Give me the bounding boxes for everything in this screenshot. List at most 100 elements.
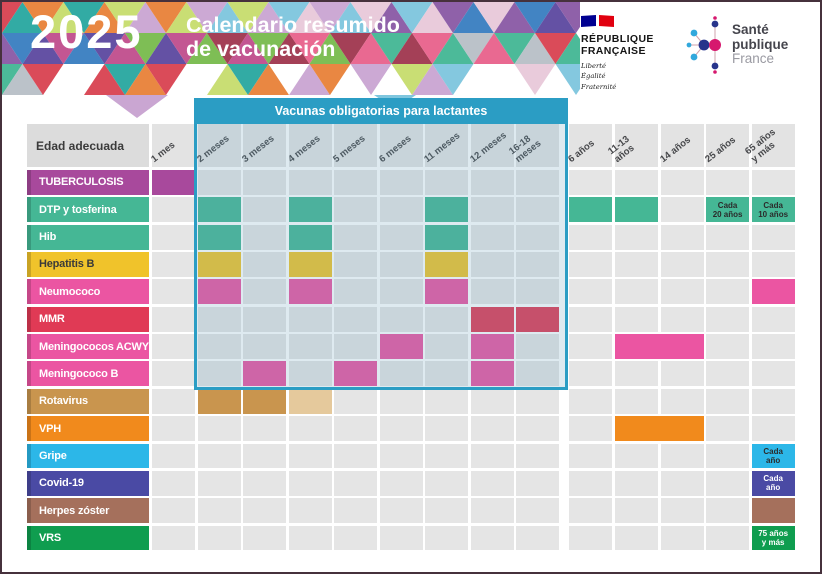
grid-cell	[516, 334, 560, 359]
grid-cell	[569, 416, 613, 442]
age-header-cell	[615, 124, 658, 167]
vaccine-mark-meningococos-acwy	[470, 334, 514, 359]
grid-cell	[243, 525, 287, 551]
row-label-tuberculosis: TUBERCULOSIS	[27, 170, 149, 195]
grid-cell	[660, 361, 704, 387]
grid-cell	[660, 224, 704, 250]
grid-cell	[334, 306, 378, 332]
grid-cell	[425, 306, 469, 332]
grid-cell	[751, 252, 795, 277]
grid-cell	[152, 306, 195, 332]
spf-line3: France	[732, 51, 775, 67]
row-label-meningococo-b: Meningococo B	[27, 361, 149, 387]
vaccine-mark-neumococo	[425, 279, 469, 305]
grid-cell	[615, 224, 658, 250]
grid-cell	[615, 170, 658, 195]
grid-cell	[334, 224, 378, 250]
grid-cell	[288, 416, 332, 442]
grid-cell	[379, 252, 423, 277]
vaccine-mark-hepatitis-b	[288, 252, 332, 277]
spf-network-icon	[686, 16, 721, 74]
grid-cell	[243, 252, 287, 277]
grid-cell	[615, 498, 658, 524]
grid-cell	[243, 334, 287, 359]
sante-publique-france-logo: Santé publique France	[684, 16, 788, 74]
grid-cell	[751, 224, 795, 250]
grid-cell	[379, 361, 423, 387]
grid-cell	[425, 361, 469, 387]
age-header-cell	[152, 124, 195, 167]
grid-cell	[569, 470, 613, 496]
age-header-cell	[425, 124, 469, 167]
grid-cell	[516, 388, 560, 414]
age-header-cell	[470, 124, 514, 167]
grid-cell	[197, 470, 241, 496]
rf-name-line1: RÉPUBLIQUE	[581, 33, 654, 45]
row-label-herpes-z-ster: Herpes zóster	[27, 498, 149, 524]
grid-cell	[288, 443, 332, 469]
age-header-cell	[706, 124, 750, 167]
grid-cell	[660, 443, 704, 469]
grid-cell	[152, 470, 195, 496]
grid-cell	[569, 279, 613, 305]
row-label-covid-19: Covid-19	[27, 470, 149, 496]
age-header-cell	[197, 124, 241, 167]
grid-cell	[516, 443, 560, 469]
grid-cell	[470, 252, 514, 277]
grid-cell	[243, 416, 287, 442]
grid-cell	[569, 525, 613, 551]
age-header-cell	[379, 124, 423, 167]
grid-cell	[379, 306, 423, 332]
vaccine-mark-hepatitis-b	[197, 252, 241, 277]
grid-cell	[243, 498, 287, 524]
grid-cell	[516, 197, 560, 223]
grid-cell	[751, 388, 795, 414]
grid-cell	[751, 306, 795, 332]
vaccine-mark-hib	[197, 224, 241, 250]
vaccine-mark-neumococo	[197, 279, 241, 305]
grid-cell	[197, 334, 241, 359]
row-label-vrs: VRS	[27, 525, 149, 551]
vaccine-mark-meningococo-b	[243, 361, 287, 387]
vaccine-mark-hib	[425, 224, 469, 250]
row-label-mmr: MMR	[27, 306, 149, 332]
vaccine-mark-gripe: Cada año	[751, 443, 795, 469]
grid-cell	[516, 470, 560, 496]
grid-cell	[706, 443, 750, 469]
grid-cell	[243, 306, 287, 332]
grid-cell	[516, 498, 560, 524]
vaccine-mark-vrs: 75 años y más	[751, 525, 795, 551]
rf-name-line2: FRANÇAISE	[581, 44, 646, 57]
grid-cell	[706, 361, 750, 387]
poster-title: Calendario resumido de vacunación	[186, 13, 400, 62]
grid-cell	[334, 279, 378, 305]
vaccine-mark-neumococo	[288, 279, 332, 305]
grid-cell	[569, 388, 613, 414]
age-header-cell	[243, 124, 287, 167]
grid-cell	[425, 525, 469, 551]
grid-cell	[425, 334, 469, 359]
grid-cell	[379, 197, 423, 223]
grid-cell	[470, 170, 514, 195]
grid-cell	[706, 498, 750, 524]
grid-cell	[197, 361, 241, 387]
vaccine-mark-vph	[615, 416, 704, 442]
grid-cell	[334, 416, 378, 442]
grid-cell	[197, 170, 241, 195]
grid-cell	[243, 170, 287, 195]
grid-cell	[516, 170, 560, 195]
grid-cell	[152, 224, 195, 250]
grid-cell	[615, 252, 658, 277]
grid-cell	[660, 470, 704, 496]
vaccine-mark-hib	[288, 224, 332, 250]
grid-cell	[706, 252, 750, 277]
grid-cell	[425, 470, 469, 496]
vaccine-mark-rotavirus	[197, 388, 241, 414]
grid-cell	[334, 197, 378, 223]
grid-cell	[243, 224, 287, 250]
grid-cell	[615, 470, 658, 496]
vaccine-mark-rotavirus	[243, 388, 287, 414]
grid-cell	[334, 498, 378, 524]
grid-cell	[660, 170, 704, 195]
grid-cell	[516, 279, 560, 305]
